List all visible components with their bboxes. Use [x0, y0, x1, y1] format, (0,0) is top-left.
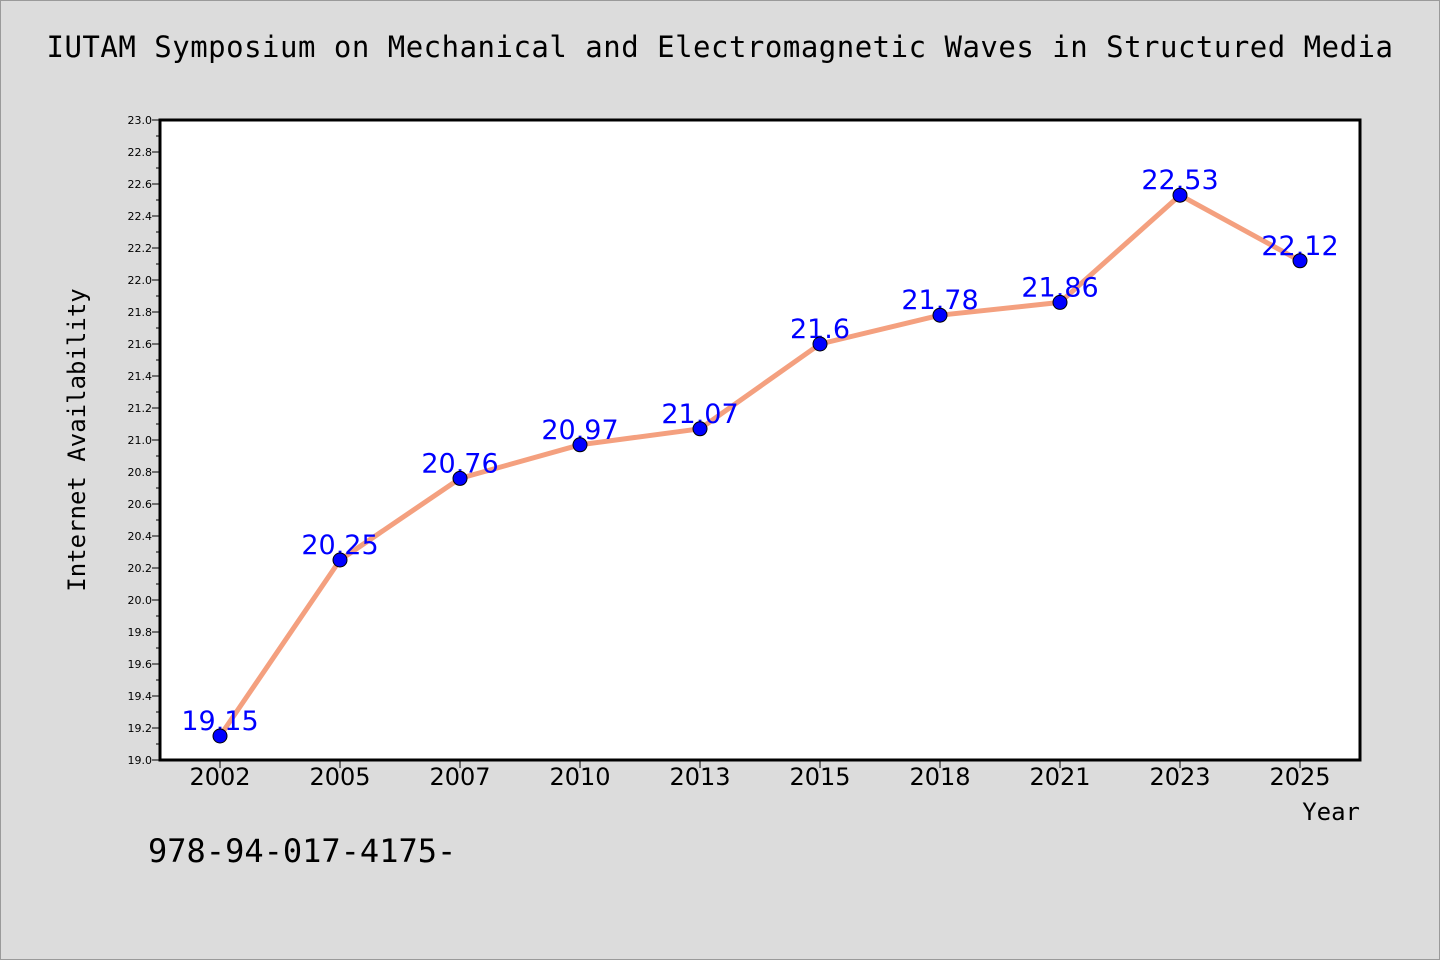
y-tick-label: 21.6 — [128, 338, 153, 351]
y-tick-label: 20.0 — [128, 594, 153, 607]
data-point — [212, 728, 228, 744]
data-point — [1172, 187, 1188, 203]
x-tick-label: 2007 — [429, 763, 490, 791]
y-tick-label: 21.4 — [128, 370, 153, 383]
data-point — [572, 437, 588, 453]
y-tick-label: 23.0 — [128, 114, 153, 127]
data-point — [1052, 294, 1068, 310]
x-tick-label: 2018 — [909, 763, 970, 791]
y-axis-label: Internet Availability — [63, 288, 91, 591]
data-point — [932, 307, 948, 323]
y-tick-label: 19.4 — [128, 690, 153, 703]
y-tick-label: 19.2 — [128, 722, 153, 735]
series-line — [217, 192, 1302, 738]
x-tick-label: 2010 — [549, 763, 610, 791]
y-tick-label: 19.8 — [128, 626, 153, 639]
y-tick-label: 19.6 — [128, 658, 153, 671]
y-tick-label: 20.6 — [128, 498, 153, 511]
x-tick-label: 2023 — [1149, 763, 1210, 791]
x-axis-label: Year — [1302, 798, 1360, 826]
y-tick-label: 20.8 — [128, 466, 153, 479]
x-tick-label: 2021 — [1029, 763, 1090, 791]
x-tick-label: 2013 — [669, 763, 730, 791]
x-tick-label: 2002 — [189, 763, 250, 791]
chart-title: IUTAM Symposium on Mechanical and Electr… — [46, 30, 1394, 64]
footnote-isbn: 978-94-017-4175- — [148, 832, 457, 870]
x-tick-label: 2005 — [309, 763, 370, 791]
y-tick-label: 20.4 — [128, 530, 153, 543]
x-tick-label: 2025 — [1269, 763, 1330, 791]
y-tick-label: 20.2 — [128, 562, 153, 575]
x-tick-label: 2015 — [789, 763, 850, 791]
data-point — [332, 552, 348, 568]
y-tick-label: 22.6 — [128, 178, 153, 191]
y-tick-label: 21.8 — [128, 306, 153, 319]
data-point — [692, 421, 708, 437]
y-tick-label: 22.4 — [128, 210, 153, 223]
y-tick-label: 21.2 — [128, 402, 153, 415]
plot-area — [158, 118, 1362, 762]
y-tick-label: 21.0 — [128, 434, 153, 447]
y-tick-label: 22.2 — [128, 242, 153, 255]
data-point — [1292, 253, 1308, 269]
y-tick-label: 19.0 — [128, 754, 153, 767]
y-tick-label: 22.8 — [128, 146, 153, 159]
data-point — [452, 470, 468, 486]
data-point — [812, 336, 828, 352]
y-tick-label: 22.0 — [128, 274, 153, 287]
